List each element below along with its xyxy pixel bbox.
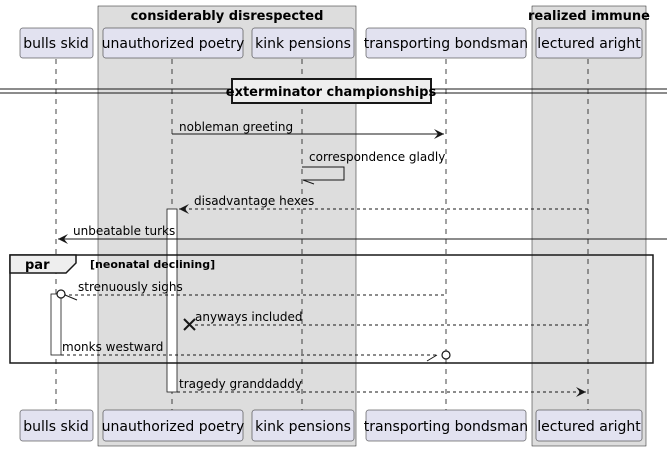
participant-transporting-bondsman-bottom[interactable]: transporting bondsman (364, 409, 528, 442)
divider-label: exterminator championships (226, 85, 437, 100)
box-realized-immune: realized immune (528, 5, 650, 447)
activation-bar-unauthorized-poetry (166, 208, 178, 393)
participant-label: lectured aright (537, 419, 641, 435)
message-label: correspondence gladly (309, 150, 445, 164)
box-title: realized immune (528, 9, 650, 24)
participant-bulls-skid-bottom[interactable]: bulls skid (19, 409, 94, 442)
message-label: strenuously sighs (78, 280, 183, 294)
participant-label: unauthorized poetry (102, 36, 245, 52)
participants-top: bulls skid unauthorized poetry kink pens… (19, 27, 643, 59)
message-monks-westward: monks westward (61, 340, 451, 362)
message-tragedy-granddaddy: tragedy granddaddy (177, 377, 586, 397)
message-strenuously-sighs: strenuously sighs (56, 280, 444, 301)
participant-lectured-aright-bottom[interactable]: lectured aright (535, 409, 643, 442)
participant-label: transporting bondsman (364, 419, 528, 435)
participant-label: kink pensions (255, 36, 351, 52)
participant-kink-pensions[interactable]: kink pensions (251, 27, 355, 59)
fragment-keyword: par (25, 258, 50, 273)
participant-label: unauthorized poetry (102, 419, 245, 435)
participant-label: bulls skid (23, 36, 88, 52)
participants-bottom: bulls skid unauthorized poetry kink pens… (19, 409, 643, 442)
participant-label: kink pensions (255, 419, 351, 435)
fragment-condition: [neonatal declining] (90, 258, 215, 271)
message-anyways-included: anyways included (183, 310, 588, 331)
message-label: nobleman greeting (179, 120, 293, 134)
participant-transporting-bondsman[interactable]: transporting bondsman (364, 27, 528, 59)
box-title: considerably disrespected (131, 9, 324, 24)
destroy-x-icon (183, 318, 196, 331)
participant-label: bulls skid (23, 419, 88, 435)
message-disadvantage-hexes: disadvantage hexes (179, 194, 588, 214)
message-unbeatable-turks: unbeatable turks (58, 224, 667, 244)
message-label: monks westward (62, 340, 163, 354)
participant-label: transporting bondsman (364, 36, 528, 52)
message-correspondence-gladly: correspondence gladly (302, 150, 445, 185)
participant-unauthorized-poetry-bottom[interactable]: unauthorized poetry (102, 409, 245, 442)
message-label: disadvantage hexes (194, 194, 314, 208)
participant-kink-pensions-bottom[interactable]: kink pensions (251, 409, 355, 442)
fragment-par: par [neonatal declining] (9, 254, 654, 364)
participant-lectured-aright[interactable]: lectured aright (535, 27, 643, 59)
message-label: unbeatable turks (73, 224, 175, 238)
participant-bulls-skid[interactable]: bulls skid (19, 27, 94, 59)
message-nobleman-greeting: nobleman greeting (172, 120, 444, 139)
participant-label: lectured aright (537, 36, 641, 52)
activation-bar-bulls-skid (50, 293, 62, 356)
message-label: tragedy granddaddy (179, 377, 302, 391)
message-label: anyways included (195, 310, 303, 324)
divider-exterminator-championships: exterminator championships (0, 78, 667, 104)
participant-unauthorized-poetry[interactable]: unauthorized poetry (102, 27, 245, 59)
